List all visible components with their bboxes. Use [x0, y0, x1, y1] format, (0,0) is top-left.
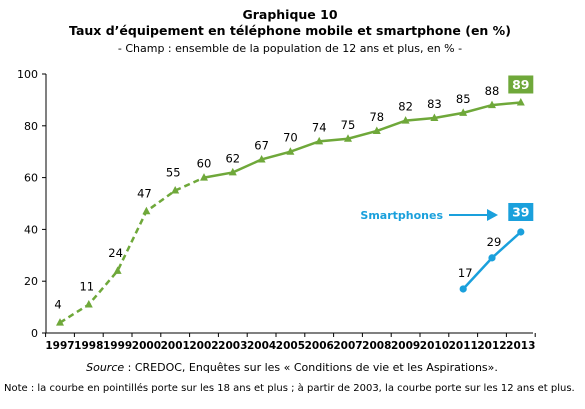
x-tick-label: 2003 [218, 340, 247, 352]
x-tick-label: 2010 [420, 340, 449, 352]
data-label: 11 [79, 280, 94, 294]
mobile-point [171, 186, 180, 194]
badge-value: 89 [512, 77, 529, 92]
mobile-point [84, 300, 93, 308]
x-tick-label: 2007 [333, 340, 362, 352]
y-tick-label: 80 [24, 120, 38, 133]
data-label: 83 [427, 97, 442, 111]
badge-value: 39 [512, 204, 529, 219]
x-tick-label: 2006 [305, 340, 334, 352]
mobile-point [488, 100, 496, 109]
mobile-point [56, 318, 64, 326]
chart-subtitle: Taux d’équipement en téléphone mobile et… [69, 23, 511, 38]
mobile-point [113, 266, 122, 274]
mobile-point [200, 173, 208, 181]
x-axis: 1997 1998 1999 2000 2001 2002 2003 2004 2005 2006… [45, 332, 536, 352]
data-label: 67 [254, 138, 269, 152]
y-axis: 0 20 40 60 80 100 [17, 68, 47, 340]
x-tick-label: 1999 [103, 340, 132, 352]
x-tick-label: 2005 [276, 340, 305, 352]
data-label: 17 [458, 266, 473, 280]
y-tick-label: 60 [24, 172, 38, 185]
mobile-point [315, 136, 324, 145]
note-text: Note : la courbe en pointillés porte sur… [4, 382, 575, 394]
source-text: Source : CREDOC, Enquêtes sur les « Cond… [86, 361, 498, 374]
x-tick-label: 2013 [506, 340, 535, 352]
mobile-line-solid [203, 101, 521, 179]
mobile-point [257, 154, 266, 163]
data-label: 62 [225, 151, 240, 165]
x-tick-label: 2011 [449, 340, 478, 352]
data-label: 60 [197, 157, 212, 171]
chart-scope: - Champ : ensemble de la population de 1… [118, 42, 462, 55]
badges: 89 39 [508, 75, 534, 221]
x-tick-label: 2008 [362, 340, 391, 352]
y-tick-label: 100 [17, 68, 38, 81]
data-label: 78 [369, 110, 384, 124]
y-tick-label: 0 [31, 327, 38, 340]
data-label: 24 [108, 246, 123, 260]
data-label: 75 [341, 118, 356, 132]
data-labels: 4 11 24 47 55 60 62 67 70 74 75 78 82 83 85 88 17 29 [54, 84, 501, 312]
x-tick-label: 2001 [161, 340, 190, 352]
mobile-point [228, 167, 237, 176]
x-tick-label: 1998 [74, 340, 103, 352]
data-label: 55 [166, 166, 181, 180]
smartphone-point [488, 254, 496, 262]
mobile-point [372, 126, 381, 134]
smartphone-point [459, 285, 467, 293]
x-tick-label: 2009 [391, 340, 420, 352]
series-markers [56, 97, 525, 326]
mobile-point [142, 206, 151, 215]
data-label: 88 [485, 84, 500, 98]
source-label: Source [86, 361, 124, 374]
x-tick-label: 2000 [132, 340, 161, 352]
mobile-point [516, 97, 525, 106]
chart-title: Graphique 10 [242, 7, 337, 22]
smartphone-badge [508, 202, 534, 221]
mobile-point [459, 108, 468, 116]
y-tick-label: 20 [24, 275, 38, 288]
data-label: 74 [312, 120, 327, 134]
x-tick-label: 2002 [189, 340, 218, 352]
smartphone-point [517, 228, 525, 236]
x-tick-label: 2004 [247, 340, 276, 352]
mobile-point [286, 147, 295, 155]
mobile-line-dashed [59, 176, 205, 324]
mobile-point [401, 116, 410, 124]
source-body: : CREDOC, Enquêtes sur les « Conditions … [124, 361, 498, 374]
x-tick-label: 2012 [477, 340, 506, 352]
smartphones-annotation: Smartphones [360, 209, 498, 222]
data-label: 47 [137, 186, 152, 200]
x-tick-label: 1997 [45, 340, 74, 352]
mobile-point [430, 113, 439, 122]
smartphones-arrow-head [487, 209, 498, 221]
data-label: 29 [487, 235, 502, 249]
y-tick-label: 40 [24, 223, 38, 236]
smartphones-label: Smartphones [360, 209, 443, 222]
mobile-badge [508, 75, 534, 94]
mobile-point [344, 134, 352, 142]
data-label: 4 [54, 298, 61, 312]
data-label: 70 [283, 131, 298, 145]
data-label: 82 [398, 100, 413, 114]
data-label: 85 [456, 92, 471, 106]
